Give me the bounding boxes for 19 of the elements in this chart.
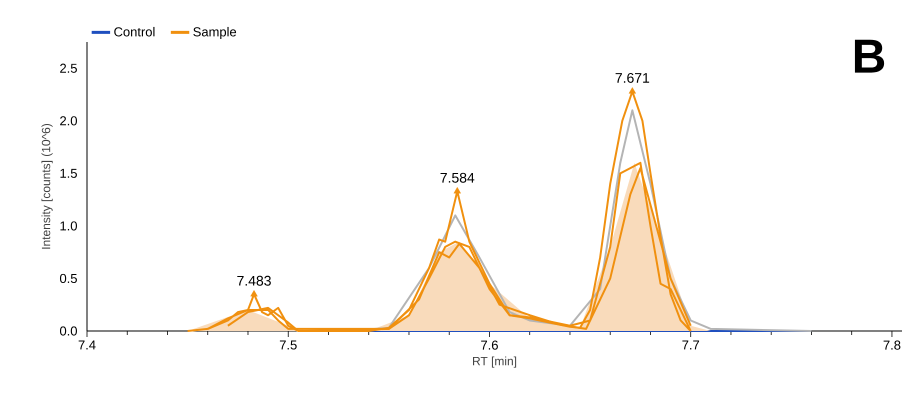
- x-tick-label: 7.8: [884, 340, 900, 350]
- annotation: 7.671: [616, 72, 650, 83]
- x-tick-label: 7.4: [78, 340, 96, 350]
- y-tick-label: 0.5: [60, 274, 77, 284]
- y-tick-label: 0.0: [60, 326, 77, 336]
- x-tick-label: 7.6: [481, 340, 498, 350]
- annotation: 7.483: [237, 276, 271, 286]
- y-tick-label: 2.5: [60, 64, 77, 73]
- y-tick-label: 1.5: [60, 168, 77, 178]
- legend-label: Sample: [193, 26, 236, 40]
- annotation: B: [854, 40, 884, 73]
- x-tick-label: 7.7: [682, 340, 700, 350]
- y-tick-label: 2.0: [60, 116, 77, 126]
- annotation: 7.584: [440, 172, 474, 183]
- x-axis-title: RT [min]: [473, 356, 516, 368]
- y-axis-title: Intensity [counts] (10^6): [41, 124, 53, 249]
- y-tick-label: 1.0: [60, 221, 77, 230]
- legend-label: Control: [114, 26, 154, 36]
- x-tick-label: 7.5: [280, 340, 297, 350]
